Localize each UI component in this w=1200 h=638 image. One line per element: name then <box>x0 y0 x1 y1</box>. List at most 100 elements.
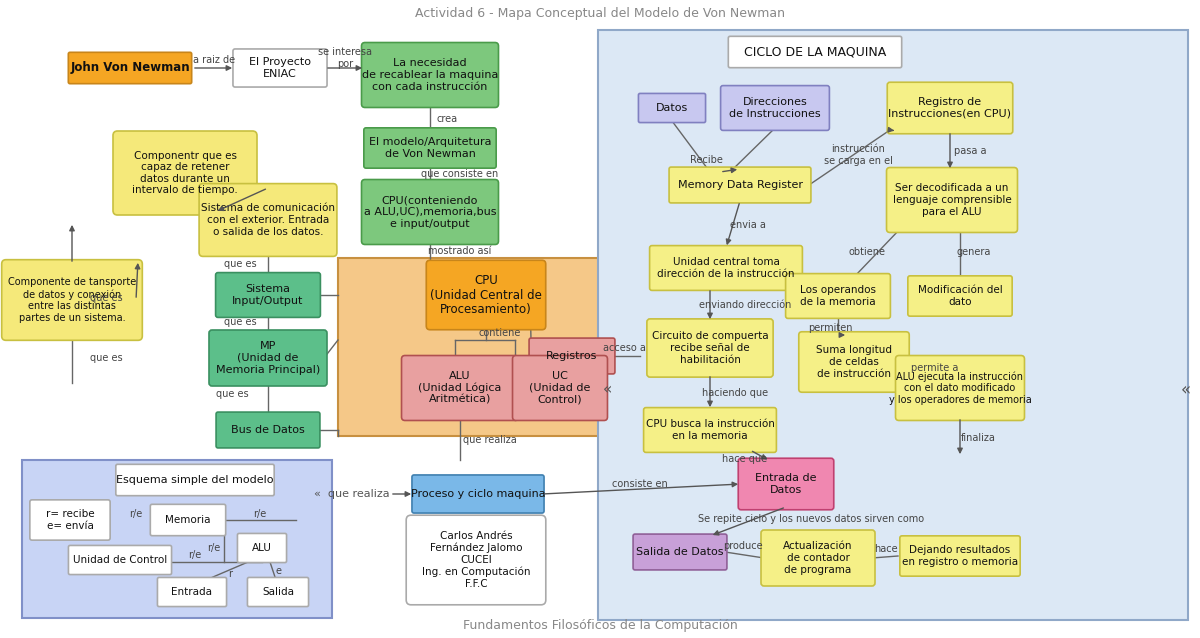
Text: enviando dirección: enviando dirección <box>698 300 791 310</box>
Text: UC
(Unidad de
Control): UC (Unidad de Control) <box>529 371 590 404</box>
Text: mostrado así: mostrado así <box>428 246 492 256</box>
FancyBboxPatch shape <box>426 260 546 330</box>
Text: se interesa
por: se interesa por <box>318 47 372 69</box>
FancyBboxPatch shape <box>364 128 496 168</box>
Text: acceso a: acceso a <box>602 343 646 353</box>
FancyBboxPatch shape <box>720 85 829 130</box>
Text: instrucción
se carga en el: instrucción se carga en el <box>823 144 893 166</box>
Text: «: « <box>1181 381 1192 399</box>
FancyBboxPatch shape <box>799 332 910 392</box>
Text: Salida: Salida <box>262 587 294 597</box>
Text: Proceso y ciclo maquina: Proceso y ciclo maquina <box>410 489 545 499</box>
FancyBboxPatch shape <box>216 272 320 317</box>
Text: finaliza: finaliza <box>960 433 996 443</box>
Text: permiten: permiten <box>808 323 852 333</box>
Text: Carlos Andrés
Fernández Jalomo
CUCEI
Ing. en Computación
F.F.C: Carlos Andrés Fernández Jalomo CUCEI Ing… <box>421 531 530 589</box>
Text: crea: crea <box>437 114 457 124</box>
FancyBboxPatch shape <box>670 167 811 203</box>
Text: John Von Newman: John Von Newman <box>70 61 190 75</box>
Text: Actividad 6 - Mapa Conceptual del Modelo de Von Newman: Actividad 6 - Mapa Conceptual del Modelo… <box>415 8 785 20</box>
Text: Salida de Datos: Salida de Datos <box>636 547 724 557</box>
FancyBboxPatch shape <box>887 82 1013 134</box>
Text: que es: que es <box>90 353 122 363</box>
Text: Registro de
Instrucciones(en CPU): Registro de Instrucciones(en CPU) <box>888 97 1012 119</box>
Text: Circuito de compuerta
recibe señal de
habilitación: Circuito de compuerta recibe señal de ha… <box>652 331 768 364</box>
Text: obtiene: obtiene <box>848 247 886 257</box>
Text: Unidad central toma
dirección de la instrucción: Unidad central toma dirección de la inst… <box>658 257 794 279</box>
Text: pasa a: pasa a <box>954 146 986 156</box>
FancyBboxPatch shape <box>908 276 1012 316</box>
FancyBboxPatch shape <box>634 534 727 570</box>
Text: permite a: permite a <box>911 363 959 373</box>
Text: ALU ejecuta la instrucción
con el dato modificado
y los operadores de memoria: ALU ejecuta la instrucción con el dato m… <box>889 371 1031 405</box>
FancyBboxPatch shape <box>412 475 544 513</box>
FancyBboxPatch shape <box>157 577 227 607</box>
FancyBboxPatch shape <box>900 536 1020 576</box>
FancyBboxPatch shape <box>113 131 257 215</box>
Text: Fundamentos Filosóficos de la Computación: Fundamentos Filosóficos de la Computació… <box>463 618 737 632</box>
FancyBboxPatch shape <box>116 464 274 496</box>
FancyBboxPatch shape <box>209 330 326 386</box>
Text: CPU
(Unidad Central de
Procesamiento): CPU (Unidad Central de Procesamiento) <box>430 274 542 316</box>
FancyBboxPatch shape <box>728 36 901 68</box>
Bar <box>598 30 1188 620</box>
Text: Memory Data Register: Memory Data Register <box>678 180 803 190</box>
FancyBboxPatch shape <box>150 504 226 536</box>
FancyBboxPatch shape <box>406 516 546 605</box>
Text: que es: que es <box>223 259 257 269</box>
Text: Ser decodificada a un
lenguaje comprensible
para el ALU: Ser decodificada a un lenguaje comprensi… <box>893 183 1012 216</box>
Text: r= recibe
e= envía: r= recibe e= envía <box>46 509 95 531</box>
FancyBboxPatch shape <box>647 319 773 377</box>
Text: r/e: r/e <box>130 509 143 519</box>
FancyBboxPatch shape <box>649 246 803 290</box>
Text: que realiza: que realiza <box>463 435 517 445</box>
Text: Entrada: Entrada <box>172 587 212 597</box>
FancyBboxPatch shape <box>68 52 192 84</box>
Text: que consiste en: que consiste en <box>421 169 499 179</box>
FancyBboxPatch shape <box>361 179 498 244</box>
FancyBboxPatch shape <box>786 274 890 318</box>
Text: consiste en: consiste en <box>612 479 668 489</box>
FancyBboxPatch shape <box>199 184 337 256</box>
Text: Datos: Datos <box>656 103 688 113</box>
Text: r: r <box>228 569 232 579</box>
Text: Suma longitud
de celdas
de instrucción: Suma longitud de celdas de instrucción <box>816 345 892 378</box>
Text: a raiz de: a raiz de <box>193 55 235 65</box>
Text: CPU busca la instrucción
en la memoria: CPU busca la instrucción en la memoria <box>646 419 774 441</box>
Text: r/e: r/e <box>188 550 202 560</box>
FancyBboxPatch shape <box>233 49 328 87</box>
Text: Sistema
Input/Output: Sistema Input/Output <box>233 284 304 306</box>
Text: Se repite ciclo y los nuevos datos sirven como: Se repite ciclo y los nuevos datos sirve… <box>698 514 924 524</box>
Text: CPU(conteniendo
a ALU,UC),memoria,bus
e input/output: CPU(conteniendo a ALU,UC),memoria,bus e … <box>364 195 497 228</box>
Text: Componentr que es
capaz de retener
datos durante un
intervalo de tiempo.: Componentr que es capaz de retener datos… <box>132 151 238 195</box>
Text: contiene: contiene <box>479 328 521 338</box>
FancyBboxPatch shape <box>895 355 1025 420</box>
FancyBboxPatch shape <box>247 577 308 607</box>
Text: que es: que es <box>90 293 122 303</box>
Text: Los operandos
de la memoria: Los operandos de la memoria <box>800 285 876 307</box>
Text: hace que: hace que <box>722 454 768 464</box>
Text: Sistema de comunicación
con el exterior. Entrada
o salida de los datos.: Sistema de comunicación con el exterior.… <box>202 204 335 237</box>
Text: r/e: r/e <box>208 543 221 553</box>
FancyBboxPatch shape <box>361 43 498 107</box>
Text: hace: hace <box>874 544 898 554</box>
FancyBboxPatch shape <box>512 355 607 420</box>
Text: produce: produce <box>724 541 763 551</box>
FancyBboxPatch shape <box>216 412 320 448</box>
Text: haciendo que: haciendo que <box>702 388 768 398</box>
Text: La necesidad
de recablear la maquina
con cada instrucción: La necesidad de recablear la maquina con… <box>362 59 498 92</box>
Text: «  que realiza: « que realiza <box>314 489 390 499</box>
Text: genera: genera <box>956 247 991 257</box>
Text: Memoria: Memoria <box>166 515 211 525</box>
Text: Actualización
de contador
de programa: Actualización de contador de programa <box>784 542 853 575</box>
FancyBboxPatch shape <box>761 530 875 586</box>
Text: Componente de tansporte
de datos y conexión
entre las distintas
partes de un sis: Componente de tansporte de datos y conex… <box>8 278 136 323</box>
Text: CICLO DE LA MAQUINA: CICLO DE LA MAQUINA <box>744 45 886 59</box>
FancyBboxPatch shape <box>529 338 614 374</box>
FancyBboxPatch shape <box>738 458 834 510</box>
Text: que es: que es <box>216 389 248 399</box>
Text: Modificación del
dato: Modificación del dato <box>918 285 1002 307</box>
FancyBboxPatch shape <box>887 168 1018 232</box>
Text: Dejando resultados
en registro o memoria: Dejando resultados en registro o memoria <box>902 545 1018 567</box>
Text: Recibe: Recibe <box>690 155 722 165</box>
